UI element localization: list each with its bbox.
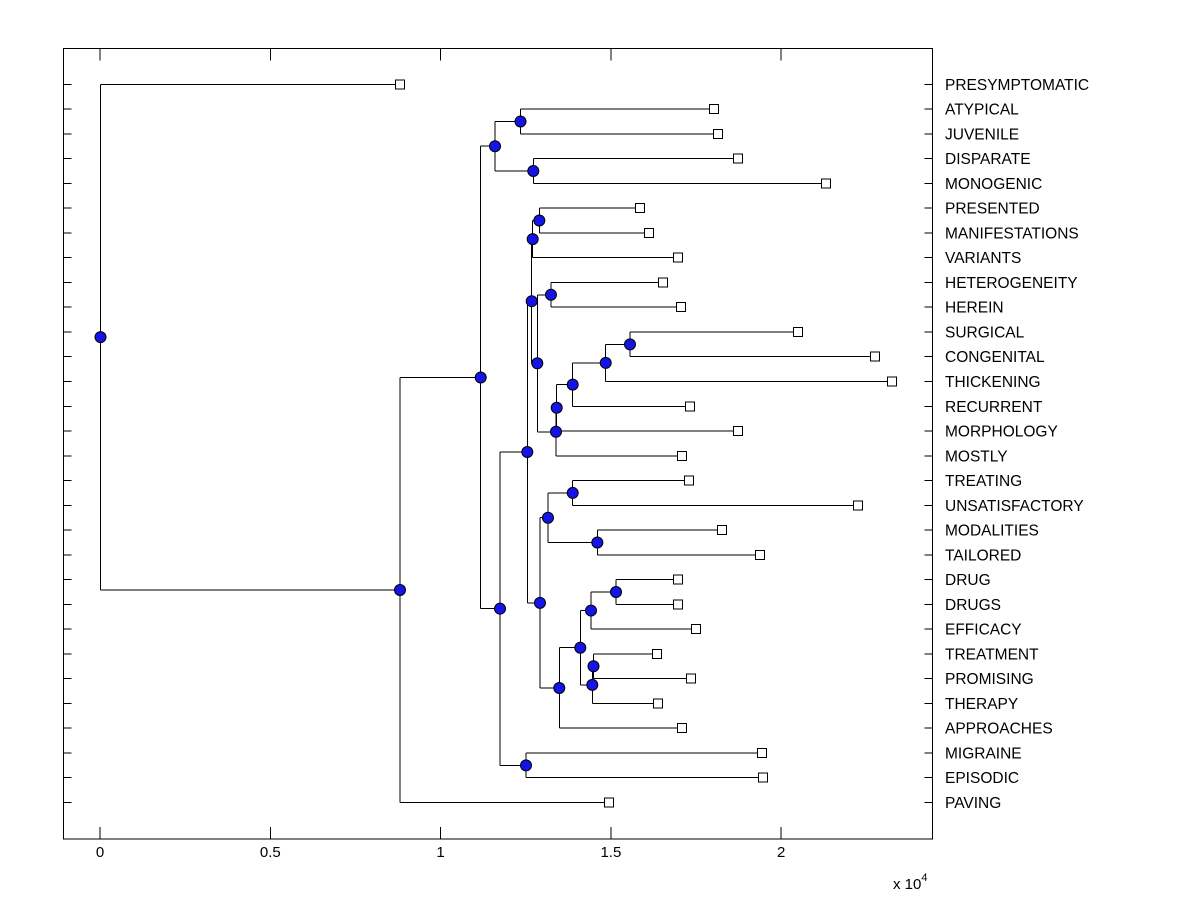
internal-node-icon: [609, 585, 622, 598]
leaf-node-icon: [643, 227, 654, 238]
x-tick-label: 2: [777, 844, 785, 861]
leaf-label: PRESYMPTOMATIC: [945, 77, 1089, 94]
leaf-label: TREATMENT: [945, 646, 1039, 663]
internal-node-icon: [566, 486, 579, 499]
leaf-node-icon: [852, 500, 863, 511]
leaf-label: DISPARATE: [945, 151, 1031, 168]
leaf-node-icon: [672, 574, 683, 585]
x-tick-label: 1.5: [600, 844, 621, 861]
internal-node-icon: [527, 164, 540, 177]
internal-node-icon: [550, 401, 563, 414]
leaf-node-icon: [684, 401, 695, 412]
leaf-label: DRUGS: [945, 597, 1001, 614]
internal-node-icon: [553, 681, 566, 694]
internal-node-icon: [533, 214, 546, 227]
leaf-label: MODALITIES: [945, 523, 1039, 540]
leaf-label: TAILORED: [945, 547, 1021, 564]
leaf-label: HEREIN: [945, 300, 1004, 317]
internal-node-icon: [474, 371, 487, 384]
leaf-label: MORPHOLOGY: [945, 424, 1058, 441]
leaf-label: DRUG: [945, 572, 991, 589]
internal-node-icon: [574, 641, 587, 654]
leaf-node-icon: [683, 475, 694, 486]
leaf-node-icon: [758, 772, 769, 783]
leaf-label: TREATING: [945, 473, 1022, 490]
leaf-node-icon: [732, 153, 743, 164]
leaf-label: RECURRENT: [945, 399, 1043, 416]
leaf-node-icon: [756, 747, 767, 758]
leaf-label: UNSATISFACTORY: [945, 498, 1084, 515]
internal-node-icon: [549, 425, 562, 438]
leaf-node-icon: [652, 698, 663, 709]
internal-node-icon: [599, 356, 612, 369]
leaf-label: THICKENING: [945, 374, 1041, 391]
internal-node-icon: [591, 536, 604, 549]
leaf-label: EFFICACY: [945, 622, 1022, 639]
leaf-label: EPISODIC: [945, 770, 1019, 787]
leaf-node-icon: [869, 351, 880, 362]
internal-node-icon: [544, 288, 557, 301]
internal-node-icon: [521, 446, 534, 459]
leaf-label: JUVENILE: [945, 126, 1019, 143]
leaf-label: MIGRAINE: [945, 745, 1022, 762]
plot-border: [63, 48, 933, 840]
leaf-node-icon: [691, 624, 702, 635]
leaf-node-icon: [716, 525, 727, 536]
x-axis-multiplier: x 104: [893, 872, 927, 893]
internal-node-icon: [526, 233, 539, 246]
leaf-node-icon: [712, 128, 723, 139]
leaf-label: MANIFESTATIONS: [945, 225, 1079, 242]
internal-node-icon: [531, 357, 544, 370]
leaf-label: MONOGENIC: [945, 176, 1042, 193]
internal-node-icon: [541, 511, 554, 524]
x-tick-label: 0: [96, 844, 104, 861]
leaf-label: MOSTLY: [945, 448, 1008, 465]
internal-node-icon: [94, 331, 107, 344]
leaf-node-icon: [394, 79, 405, 90]
internal-node-icon: [489, 140, 502, 153]
leaf-node-icon: [675, 302, 686, 313]
leaf-node-icon: [792, 326, 803, 337]
leaf-node-icon: [657, 277, 668, 288]
leaf-label: THERAPY: [945, 696, 1018, 713]
internal-node-icon: [393, 583, 406, 596]
x-tick-label: 1: [436, 844, 444, 861]
leaf-node-icon: [820, 178, 831, 189]
leaf-label: PROMISING: [945, 671, 1034, 688]
leaf-label: VARIANTS: [945, 250, 1021, 267]
leaf-node-icon: [672, 599, 683, 610]
internal-node-icon: [525, 295, 538, 308]
internal-node-icon: [520, 759, 533, 772]
internal-node-icon: [533, 596, 546, 609]
leaf-label: PAVING: [945, 795, 1001, 812]
leaf-node-icon: [685, 673, 696, 684]
x-tick-label: 0.5: [260, 844, 281, 861]
internal-node-icon: [585, 604, 598, 617]
internal-node-icon: [514, 115, 527, 128]
leaf-node-icon: [603, 797, 614, 808]
leaf-node-icon: [672, 252, 683, 263]
internal-node-icon: [586, 678, 599, 691]
internal-node-icon: [566, 378, 579, 391]
internal-node-icon: [494, 602, 507, 615]
leaf-node-icon: [886, 376, 897, 387]
leaf-node-icon: [676, 723, 687, 734]
internal-node-icon: [623, 338, 636, 351]
leaf-node-icon: [732, 426, 743, 437]
leaf-node-icon: [754, 549, 765, 560]
internal-node-icon: [587, 660, 600, 673]
leaf-node-icon: [651, 648, 662, 659]
leaf-node-icon: [676, 450, 687, 461]
leaf-label: APPROACHES: [945, 721, 1053, 738]
leaf-label: PRESENTED: [945, 201, 1040, 218]
leaf-label: HETEROGENEITY: [945, 275, 1078, 292]
leaf-label: ATYPICAL: [945, 102, 1019, 119]
leaf-node-icon: [708, 104, 719, 115]
leaf-label: SURGICAL: [945, 324, 1025, 341]
leaf-node-icon: [634, 203, 645, 214]
leaf-label: CONGENITAL: [945, 349, 1045, 366]
